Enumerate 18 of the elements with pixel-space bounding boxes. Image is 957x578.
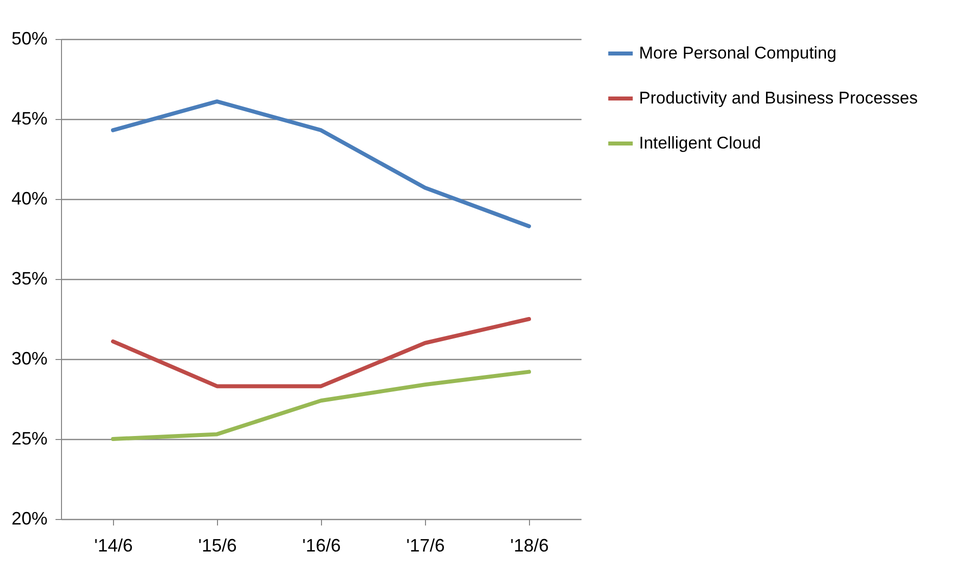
legend-label: Intelligent Cloud <box>639 134 761 152</box>
y-tick-label: 35% <box>11 268 48 288</box>
legend-label: Productivity and Business Processes <box>639 88 918 108</box>
y-tick-label: 20% <box>11 508 48 528</box>
x-tick-label: '18/6 <box>510 536 549 556</box>
line-series <box>111 317 531 388</box>
x-tick-label: '17/6 <box>406 536 445 556</box>
x-tick-label: '16/6 <box>302 536 341 556</box>
y-tick-label: 50% <box>11 28 48 48</box>
y-tick-label: 40% <box>11 188 48 208</box>
x-tick-label: '14/6 <box>94 536 133 556</box>
y-tick-label: 25% <box>11 428 48 448</box>
y-tick-label: 45% <box>11 108 48 128</box>
legend-label: More Personal Computing <box>639 44 836 62</box>
x-tick-label: '15/6 <box>198 536 237 556</box>
y-tick-label: 30% <box>11 348 48 368</box>
line-series <box>111 370 531 441</box>
line-series <box>111 99 531 228</box>
